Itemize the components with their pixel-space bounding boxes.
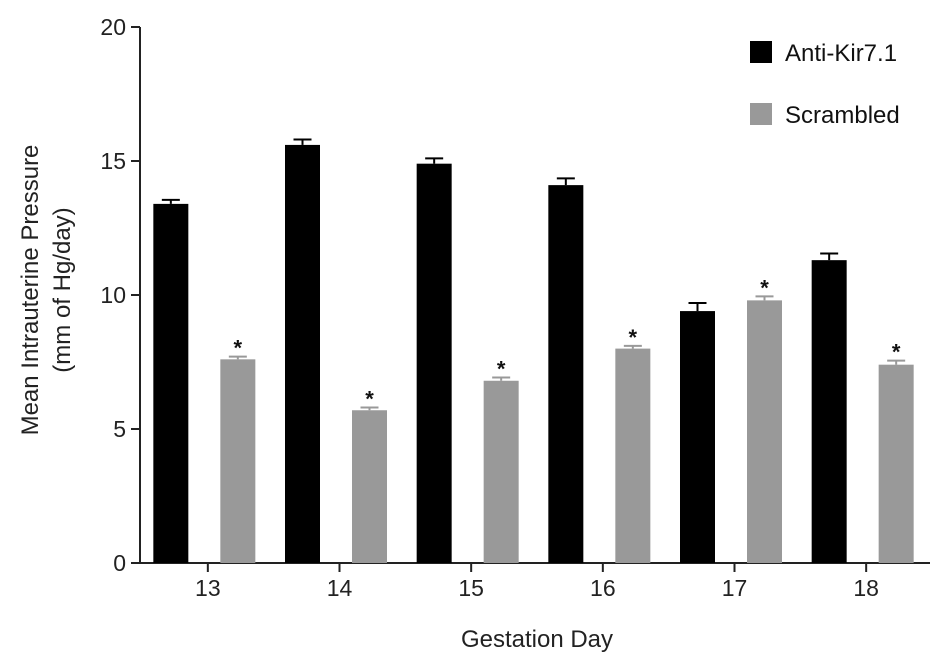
x-tick-label: 13 [195,575,221,601]
annotations: * * * * * * [234,275,901,411]
bar [878,364,914,563]
x-axis-title: Gestation Day [461,626,613,652]
significance-marker: * [892,340,901,365]
bar [811,260,847,563]
legend-swatch-anti-kir71 [750,41,772,63]
y-tick-label: 5 [113,416,126,442]
bar [747,300,782,563]
bar [548,185,584,563]
bars [153,138,914,564]
bar [153,203,189,563]
x-tick-label: 15 [458,575,484,601]
bar [483,380,519,563]
legend-label-scrambled: Scrambled [785,102,900,129]
x-tick-label: 17 [722,575,748,601]
significance-marker: * [234,336,243,361]
y-tick-label: 10 [100,282,126,308]
y-ticks: 0 5 10 15 20 [100,14,140,576]
y-axis-title: Mean Intrauterine Pressure (mm of Hg/day… [17,145,76,436]
bar [416,163,452,563]
x-tick-label: 16 [590,575,616,601]
bar [352,410,387,563]
x-tick-label: 14 [327,575,353,601]
legend: Anti-Kir7.1 Scrambled [750,40,900,129]
legend-label-anti-kir71: Anti-Kir7.1 [785,40,897,67]
bar [285,144,320,564]
y-axis-title-line1: Mean Intrauterine Pressure [17,145,44,436]
bar [615,348,651,563]
legend-swatch-scrambled [750,103,772,125]
y-tick-label: 20 [100,14,126,40]
bar [220,359,256,563]
significance-marker: * [629,325,638,350]
significance-marker: * [760,275,769,300]
bar [680,311,715,563]
y-tick-label: 0 [113,550,126,576]
y-tick-label: 15 [100,148,126,174]
x-tick-label: 18 [853,575,879,601]
significance-marker: * [497,357,506,382]
y-axis-title-line2: (mm of Hg/day) [49,207,76,372]
significance-marker: * [365,387,374,412]
x-ticks: 13 14 15 16 17 18 [195,563,879,601]
